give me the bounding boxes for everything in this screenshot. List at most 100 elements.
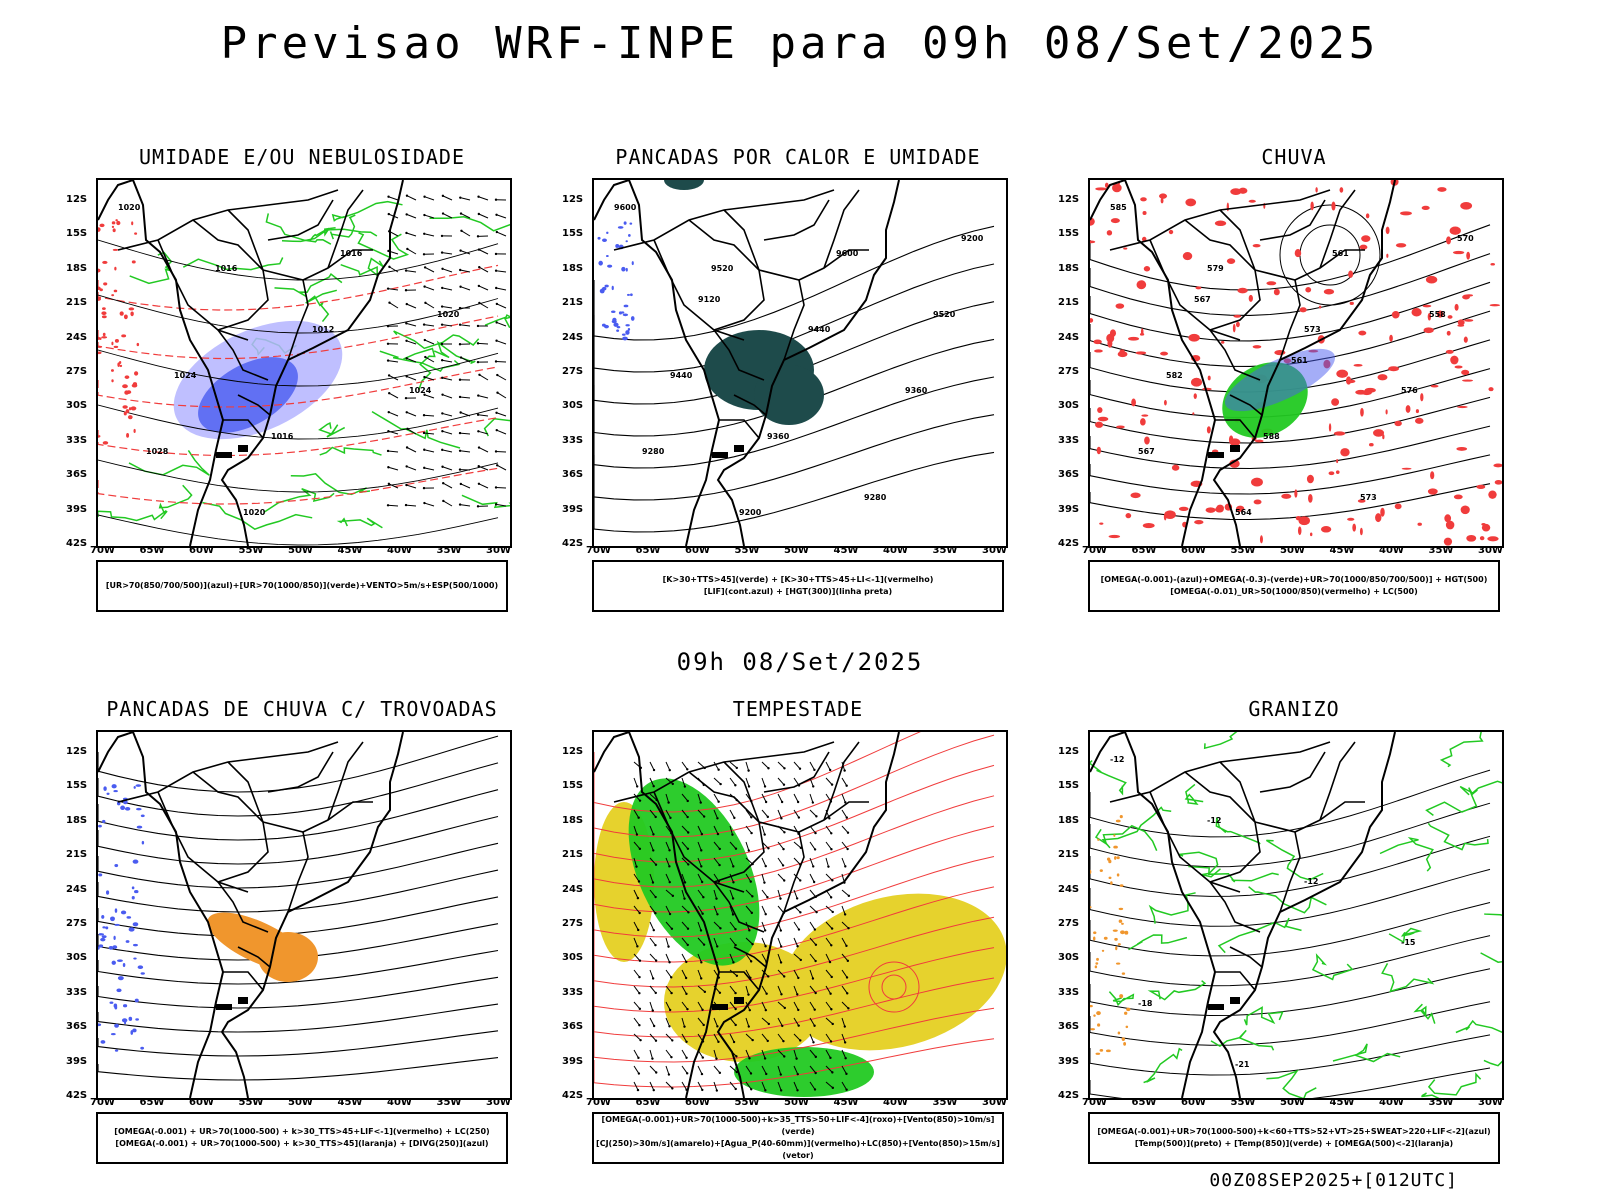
contour-label: 1024 (409, 386, 432, 395)
lat-tick-label: 27S (1058, 918, 1080, 929)
lat-tick-label: 24S (562, 883, 584, 895)
contour-label: 585 (1110, 203, 1127, 212)
contour-label: 582 (1166, 371, 1183, 380)
lat-tick-label: 12S (562, 194, 584, 205)
lat-tick-label: 33S (562, 434, 584, 446)
legend-line: [OMEGA(-0.01)_UR>50(1000/850)(vermelho) … (1170, 587, 1418, 596)
legend-line: [UR>70(850/700/500)](azul)+[UR>70(1000/8… (105, 581, 499, 590)
lon-tick-label: 50W (1280, 1097, 1305, 1108)
contour-label: 579 (1207, 264, 1224, 273)
legend-line: [OMEGA(-0.001)-(azul)+OMEGA(-0.3)-(verde… (1100, 575, 1488, 584)
lon-tick-label: 45W (337, 545, 363, 556)
lat-tick-label: 39S (562, 1055, 584, 1067)
map-canvas: -12 -12 -12 -15 -18 -21 (1090, 732, 1502, 1098)
lon-tick-label: 50W (288, 545, 313, 556)
contour-label: -12 (1304, 877, 1318, 886)
lat-tick-label: 12S (1058, 194, 1080, 205)
contour-label: 1016 (215, 264, 238, 273)
lat-tick-label: 18S (1058, 262, 1080, 274)
lon-tick-label: 45W (1329, 1097, 1355, 1108)
lon-tick-label: 35W (1428, 1097, 1454, 1108)
lon-tick-label: 30W (1478, 1097, 1503, 1108)
lat-tick-label: 30S (562, 400, 584, 412)
lon-tick-label: 60W (1181, 545, 1206, 556)
panel-title: PANCADAS DE CHUVA C/ TROVOADAS (106, 697, 498, 721)
panel-title: TEMPESTADE (732, 697, 864, 721)
lat-tick-label: 12S (562, 746, 584, 757)
lon-tick-label: 70W (90, 1097, 115, 1108)
contour-label: 573 (1304, 325, 1321, 334)
lat-tick-label: 18S (562, 262, 584, 274)
legend-line: [Temp(500)](preto) + [Temp(850)](verde) … (1134, 1139, 1454, 1148)
contour-label: 1028 (146, 447, 169, 456)
legend-line: [LIF](cont.azul) + [HGT(300)](linha pret… (703, 587, 893, 596)
contour-label: -12 (1207, 816, 1221, 825)
lat-tick-label: 42S (1058, 538, 1080, 549)
legend-box: [OMEGA(-0.001)-(azul)+OMEGA(-0.3)-(verde… (1088, 560, 1500, 612)
lon-tick-label: 55W (734, 545, 760, 556)
run-footer: 00Z08SEP2025+[012UTC] (1209, 1170, 1458, 1191)
lat-tick-label: 18S (66, 262, 88, 274)
lon-tick-label: 65W (1131, 1097, 1157, 1108)
map-canvas (98, 732, 499, 1098)
lon-tick-label: 30W (982, 1097, 1007, 1108)
lon-tick-label: 70W (586, 545, 611, 556)
lat-tick-label: 15S (66, 780, 88, 792)
lat-tick-label: 36S (562, 1021, 584, 1033)
lat-tick-label: 39S (562, 503, 584, 515)
lon-tick-label: 40W (387, 545, 412, 556)
lon-tick-label: 60W (1181, 1097, 1206, 1108)
lon-tick-label: 45W (833, 545, 859, 556)
contour-label: 9200 (961, 234, 984, 243)
legend-box: [UR>70(850/700/500)](azul)+[UR>70(1000/8… (96, 560, 508, 612)
contour-label: 567 (1138, 447, 1155, 456)
legend-line: [OMEGA(-0.001)+UR>70(1000-500)+k>35_TTS>… (601, 1115, 995, 1136)
lat-tick-label: 33S (66, 434, 88, 446)
lon-tick-label: 65W (635, 545, 661, 556)
lat-tick-label: 30S (66, 952, 88, 964)
map-canvas (594, 732, 1006, 1098)
contour-label: 1020 (118, 203, 141, 212)
contour-label: 9440 (808, 325, 831, 334)
lon-tick-label: 40W (883, 545, 908, 556)
lon-tick-label: 30W (486, 1097, 511, 1108)
contour-label: 9520 (933, 310, 956, 319)
contour-label: 1020 (243, 508, 266, 517)
contour-label: 1016 (271, 432, 294, 441)
lat-tick-label: 33S (66, 986, 88, 998)
lat-tick-label: 36S (1058, 469, 1080, 481)
lat-tick-label: 33S (1058, 986, 1080, 998)
map-panel: 585 579 573 576 567 564 561 558 582 588 573 570 567 5… (1088, 178, 1504, 548)
lat-tick-label: 24S (66, 883, 88, 895)
lat-tick-label: 33S (1058, 434, 1080, 446)
contour-label: -18 (1138, 999, 1153, 1008)
lon-tick-label: 55W (238, 1097, 264, 1108)
lon-tick-label: 35W (932, 1097, 958, 1108)
map-canvas: 5855795735765675645615585825885735705675… (1090, 180, 1502, 546)
lat-tick-label: 42S (66, 538, 88, 549)
lat-tick-label: 27S (562, 366, 584, 377)
lat-tick-label: 36S (66, 469, 88, 481)
contour-label: 588 (1263, 432, 1280, 441)
lon-tick-label: 55W (238, 545, 264, 556)
lon-tick-label: 30W (982, 545, 1007, 556)
contour-label: -15 (1401, 938, 1416, 947)
lat-tick-label: 42S (1058, 1090, 1080, 1101)
legend-box: [OMEGA(-0.001) + UR>70(1000-500) + k>30_… (96, 1112, 508, 1164)
lat-tick-label: 18S (1058, 814, 1080, 826)
lat-tick-label: 42S (66, 1090, 88, 1101)
lon-tick-label: 65W (139, 1097, 165, 1108)
lat-tick-label: 39S (1058, 1055, 1080, 1067)
contour-label: 9280 (864, 493, 887, 502)
lat-tick-label: 15S (66, 228, 88, 240)
panel-title: CHUVA (1261, 145, 1327, 169)
lat-tick-label: 36S (66, 1021, 88, 1033)
legend-box: [OMEGA(-0.001)+UR>70(1000-500)+k>35_TTS>… (592, 1112, 1004, 1164)
map-panel (592, 730, 1008, 1100)
map-canvas: 1020 1016 1012 1024 1028 1020 1016 1020 1024 1016 (98, 180, 510, 546)
contour-label: 558 (1429, 310, 1446, 319)
lat-tick-label: 30S (562, 952, 584, 964)
contour-label: 9520 (711, 264, 734, 273)
lat-tick-label: 12S (1058, 746, 1080, 757)
lon-tick-label: 70W (1082, 1097, 1107, 1108)
